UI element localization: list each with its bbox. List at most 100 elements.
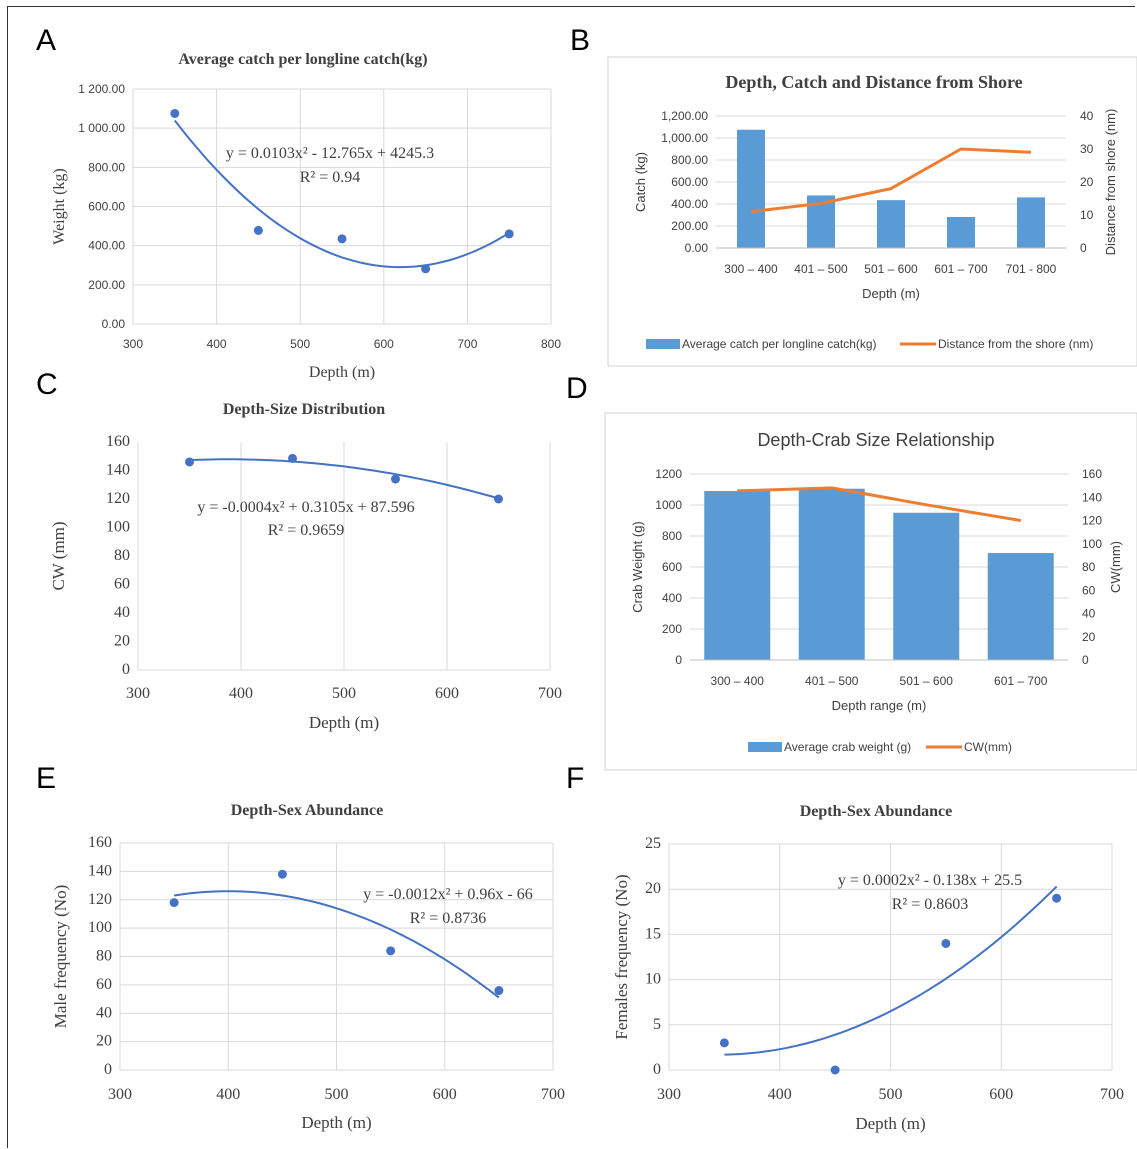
y-axis-label: Male frequency (No) (51, 885, 70, 1029)
x-tick-label: 601 – 700 (934, 262, 988, 276)
r-squared: R² = 0.8736 (410, 910, 487, 927)
x-tick-label: 501 – 600 (900, 674, 954, 688)
line-series (750, 147, 1032, 214)
y-tick-label: 800 (662, 529, 682, 543)
x-tick-label: 500 (290, 337, 310, 351)
chart-title: Average catch per longline catch(kg) (178, 51, 427, 68)
y-tick-label: 20 (114, 633, 130, 650)
x-tick-label: 300 – 400 (711, 674, 765, 688)
chart-title: Depth, Catch and Distance from Shore (725, 72, 1022, 92)
y2-tick-label: 30 (1080, 142, 1094, 156)
y2-tick-label: 160 (1082, 467, 1102, 481)
x-tick-label: 500 (879, 1086, 903, 1103)
y-axis-label: Weight (kg) (51, 168, 68, 244)
y-tick-label: 15 (645, 925, 661, 942)
y-tick-label: 1,200.00 (661, 109, 708, 123)
y-tick-label: 0 (653, 1061, 661, 1078)
y-tick-label: 20 (645, 880, 661, 897)
y-tick-label: 200.00 (88, 278, 125, 292)
x-axis-label: Depth (m) (309, 713, 379, 732)
x-tick-label: 300 (108, 1086, 132, 1103)
bar (798, 488, 865, 660)
y-tick-label: 400.00 (671, 197, 708, 211)
x-tick-label: 401 – 500 (794, 262, 848, 276)
bar (704, 491, 771, 660)
data-point (253, 225, 263, 235)
y-tick-label: 1 200.00 (78, 82, 125, 96)
y-tick-label: 40 (96, 1004, 112, 1021)
y-tick-label: 80 (96, 948, 112, 965)
y-tick-label: 10 (645, 971, 661, 988)
x-tick-label: 700 (538, 685, 562, 702)
y2-tick-label: 10 (1080, 208, 1094, 222)
y-tick-label: 5 (653, 1016, 661, 1033)
x-axis-label: Depth (m) (309, 364, 375, 381)
data-point (170, 108, 180, 118)
x-tick-label: 600 (433, 1086, 457, 1103)
data-point (830, 1065, 840, 1075)
y-tick-label: 80 (114, 547, 130, 564)
trend-equation: y = -0.0012x² + 0.96x - 66 (363, 886, 533, 903)
y-tick-label: 160 (106, 433, 130, 450)
panel-letter-e: E (36, 762, 57, 795)
x-tick-label: 600 (435, 685, 459, 702)
line-series (737, 486, 1022, 522)
y2-tick-label: 80 (1082, 560, 1096, 574)
data-point (1052, 893, 1062, 903)
bar (1017, 197, 1045, 248)
legend-label-bar: Average catch per longline catch(kg) (682, 337, 877, 351)
x-tick-label: 600 (374, 337, 394, 351)
x-tick-label: 400 (216, 1086, 240, 1103)
data-point (494, 494, 503, 504)
trend-equation: y = 0.0103x² - 12.765x + 4245.3 (226, 145, 434, 162)
r-squared: R² = 0.94 (300, 169, 361, 186)
bar (987, 553, 1054, 660)
x-tick-label: 701 - 800 (1006, 262, 1057, 276)
x-tick-label: 300 – 400 (724, 262, 778, 276)
trend-equation: y = -0.0004x² + 0.3105x + 87.596 (197, 499, 414, 516)
bar (893, 512, 960, 660)
legend-label-line: Distance from the shore (nm) (938, 337, 1093, 351)
y-tick-label: 400 (662, 591, 682, 605)
bar (737, 129, 765, 248)
y-tick-label: 0 (104, 1061, 112, 1078)
chart-title: Depth-Crab Size Relationship (757, 430, 994, 450)
y-tick-label: 100 (106, 519, 130, 536)
x-tick-label: 500 (332, 685, 356, 702)
y2-tick-label: 40 (1082, 607, 1096, 621)
data-point (169, 898, 179, 908)
panel-letter-b: B (570, 24, 591, 57)
y-tick-label: 600.00 (671, 175, 708, 189)
data-point (288, 453, 297, 463)
data-point (386, 946, 396, 956)
legend-label-line: CW(mm) (964, 740, 1012, 754)
y2-tick-label: 0 (1082, 653, 1089, 667)
legend-swatch-bar (748, 742, 782, 752)
bar (877, 200, 905, 248)
x-tick-label: 400 (229, 685, 253, 702)
x-tick-label: 300 (123, 337, 143, 351)
y-tick-label: 100 (88, 919, 112, 936)
x-tick-label: 600 (989, 1086, 1013, 1103)
r-squared: R² = 0.8603 (892, 896, 969, 913)
y-tick-label: 60 (114, 576, 130, 593)
y2-tick-label: 140 (1082, 490, 1102, 504)
data-point (391, 474, 400, 484)
x-tick-label: 700 (457, 337, 477, 351)
y-tick-label: 0.00 (102, 317, 126, 331)
x-tick-label: 700 (1100, 1086, 1124, 1103)
y-tick-label: 1 000.00 (78, 121, 125, 135)
x-tick-label: 700 (541, 1086, 565, 1103)
trendline (189, 458, 499, 500)
y2-tick-label: 100 (1082, 537, 1102, 551)
y-axis-label: CW (mm) (49, 521, 68, 590)
x-tick-label: 400 (768, 1086, 792, 1103)
y2-axis-label: Distance from shore (nm) (1103, 109, 1118, 256)
data-point (421, 264, 431, 274)
trendline (174, 119, 510, 269)
y-tick-label: 0 (675, 653, 682, 667)
x-tick-label: 300 (126, 685, 150, 702)
y-tick-label: 600.00 (88, 200, 125, 214)
